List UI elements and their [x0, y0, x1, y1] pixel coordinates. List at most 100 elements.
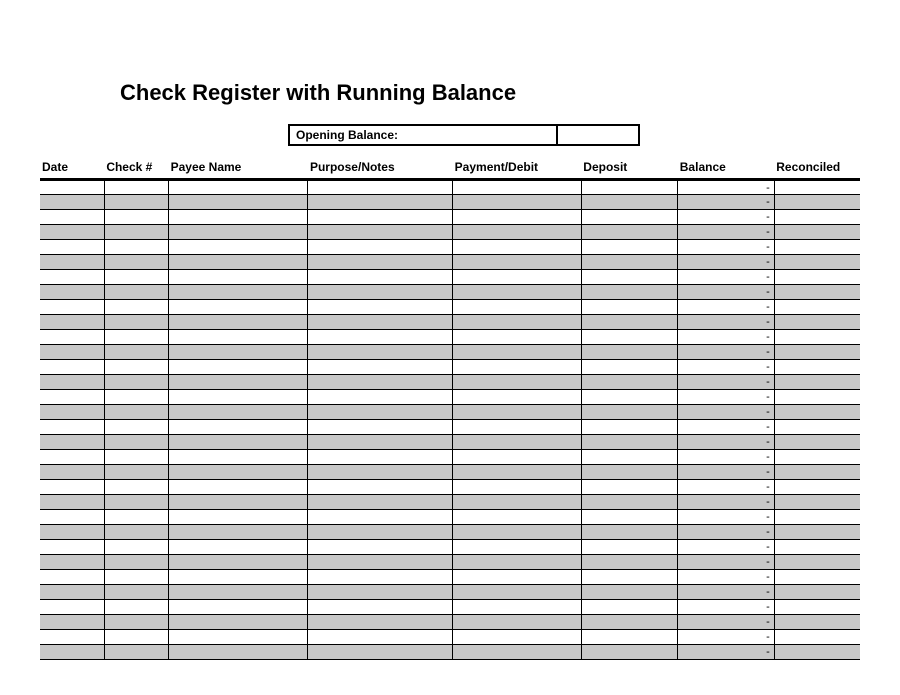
cell[interactable]: [774, 375, 860, 390]
cell[interactable]: -: [678, 225, 774, 240]
cell[interactable]: -: [678, 495, 774, 510]
cell[interactable]: [104, 180, 168, 195]
cell[interactable]: -: [678, 390, 774, 405]
cell[interactable]: [581, 285, 677, 300]
cell[interactable]: [581, 495, 677, 510]
cell[interactable]: [774, 270, 860, 285]
cell[interactable]: -: [678, 600, 774, 615]
cell[interactable]: [40, 525, 104, 540]
cell[interactable]: [40, 645, 104, 660]
cell[interactable]: [308, 390, 453, 405]
cell[interactable]: [774, 630, 860, 645]
cell[interactable]: -: [678, 285, 774, 300]
cell[interactable]: [169, 180, 308, 195]
cell[interactable]: [104, 375, 168, 390]
cell[interactable]: [169, 330, 308, 345]
cell[interactable]: [308, 420, 453, 435]
cell[interactable]: -: [678, 555, 774, 570]
cell[interactable]: [453, 330, 582, 345]
cell[interactable]: [40, 315, 104, 330]
cell[interactable]: [581, 390, 677, 405]
cell[interactable]: [774, 450, 860, 465]
cell[interactable]: [169, 405, 308, 420]
cell[interactable]: -: [678, 195, 774, 210]
cell[interactable]: [774, 285, 860, 300]
cell[interactable]: [308, 615, 453, 630]
cell[interactable]: [308, 510, 453, 525]
cell[interactable]: [453, 555, 582, 570]
cell[interactable]: [774, 225, 860, 240]
cell[interactable]: [308, 285, 453, 300]
cell[interactable]: [453, 405, 582, 420]
cell[interactable]: [104, 645, 168, 660]
cell[interactable]: [308, 255, 453, 270]
cell[interactable]: -: [678, 450, 774, 465]
cell[interactable]: [453, 600, 582, 615]
cell[interactable]: [774, 645, 860, 660]
cell[interactable]: -: [678, 360, 774, 375]
cell[interactable]: -: [678, 510, 774, 525]
cell[interactable]: [453, 495, 582, 510]
cell[interactable]: [581, 180, 677, 195]
cell[interactable]: [453, 255, 582, 270]
cell[interactable]: [453, 540, 582, 555]
cell[interactable]: [104, 510, 168, 525]
cell[interactable]: [774, 585, 860, 600]
cell[interactable]: [308, 180, 453, 195]
cell[interactable]: [581, 510, 677, 525]
cell[interactable]: [169, 240, 308, 255]
cell[interactable]: [774, 255, 860, 270]
cell[interactable]: [104, 450, 168, 465]
cell[interactable]: [581, 540, 677, 555]
cell[interactable]: [308, 405, 453, 420]
cell[interactable]: [774, 600, 860, 615]
cell[interactable]: [169, 285, 308, 300]
cell[interactable]: [308, 210, 453, 225]
cell[interactable]: [104, 570, 168, 585]
cell[interactable]: [774, 615, 860, 630]
cell[interactable]: [169, 600, 308, 615]
cell[interactable]: [104, 615, 168, 630]
cell[interactable]: [169, 315, 308, 330]
cell[interactable]: [453, 375, 582, 390]
cell[interactable]: [453, 645, 582, 660]
cell[interactable]: [581, 525, 677, 540]
cell[interactable]: [581, 480, 677, 495]
cell[interactable]: [169, 375, 308, 390]
cell[interactable]: -: [678, 315, 774, 330]
cell[interactable]: [453, 480, 582, 495]
cell[interactable]: [40, 630, 104, 645]
cell[interactable]: [104, 315, 168, 330]
cell[interactable]: [308, 360, 453, 375]
cell[interactable]: [453, 435, 582, 450]
cell[interactable]: [40, 195, 104, 210]
cell[interactable]: [453, 210, 582, 225]
cell[interactable]: [40, 435, 104, 450]
cell[interactable]: [774, 360, 860, 375]
cell[interactable]: [169, 630, 308, 645]
cell[interactable]: [104, 330, 168, 345]
cell[interactable]: [104, 300, 168, 315]
cell[interactable]: -: [678, 465, 774, 480]
cell[interactable]: [453, 525, 582, 540]
cell[interactable]: [104, 285, 168, 300]
cell[interactable]: [308, 480, 453, 495]
cell[interactable]: [40, 255, 104, 270]
cell[interactable]: -: [678, 180, 774, 195]
cell[interactable]: [40, 405, 104, 420]
cell[interactable]: [581, 225, 677, 240]
cell[interactable]: [308, 585, 453, 600]
cell[interactable]: [40, 465, 104, 480]
cell[interactable]: [581, 375, 677, 390]
cell[interactable]: [453, 570, 582, 585]
cell[interactable]: [169, 450, 308, 465]
cell[interactable]: [104, 420, 168, 435]
cell[interactable]: [308, 495, 453, 510]
cell[interactable]: [453, 510, 582, 525]
cell[interactable]: [104, 195, 168, 210]
cell[interactable]: [453, 450, 582, 465]
cell[interactable]: -: [678, 645, 774, 660]
cell[interactable]: [104, 345, 168, 360]
cell[interactable]: -: [678, 270, 774, 285]
cell[interactable]: [169, 645, 308, 660]
